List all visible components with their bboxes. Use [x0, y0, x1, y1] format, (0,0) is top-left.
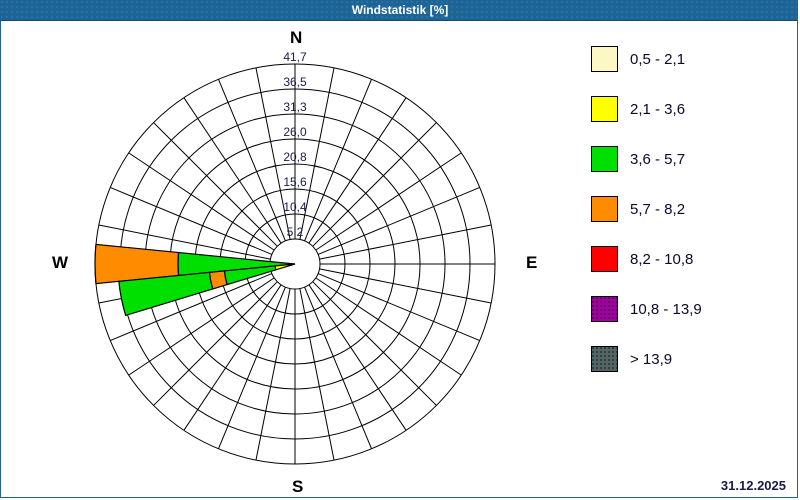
svg-text:10,4: 10,4: [283, 200, 307, 214]
svg-text:26,0: 26,0: [283, 125, 307, 139]
svg-text:20,8: 20,8: [283, 150, 307, 164]
svg-text:5,2: 5,2: [287, 225, 304, 239]
svg-text:15,6: 15,6: [283, 175, 307, 189]
svg-text:36,5: 36,5: [283, 75, 307, 89]
svg-text:31,3: 31,3: [283, 100, 307, 114]
svg-text:41,7: 41,7: [283, 50, 307, 64]
